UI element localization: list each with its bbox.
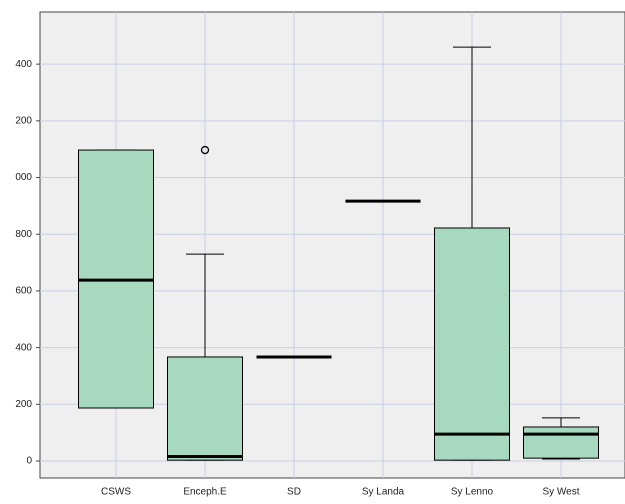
x-tick-label: SD	[287, 487, 301, 498]
x-tick-label: Sy West	[542, 487, 579, 498]
y-tick-label: 400	[15, 342, 32, 353]
y-tick-label: 800	[15, 229, 32, 240]
x-tick-label: CSWS	[101, 487, 131, 498]
y-tick-label: 200	[15, 399, 32, 410]
y-tick-label: 200	[15, 115, 32, 126]
x-tick-label: Sy Landa	[362, 487, 405, 498]
box	[167, 356, 243, 461]
y-tick-label: 600	[15, 286, 32, 297]
box	[523, 426, 599, 459]
y-tick-label: 0	[26, 456, 32, 467]
x-tick-label: Sy Lenno	[451, 487, 494, 498]
box	[434, 227, 510, 461]
x-tick-label: Enceph.E	[183, 487, 227, 498]
y-tick-label: 000	[15, 172, 32, 183]
y-tick-label: 400	[15, 59, 32, 70]
outlier	[200, 145, 210, 155]
